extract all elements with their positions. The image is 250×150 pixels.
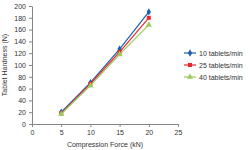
- tick: 180: [14, 15, 32, 22]
- tick-label: 5: [60, 129, 64, 136]
- tick-label: 0: [31, 129, 35, 136]
- tick-label: 0: [22, 121, 26, 128]
- tick-label: 120: [14, 50, 26, 57]
- tick: 40: [18, 97, 32, 104]
- tick-mark: [90, 124, 91, 127]
- tick-label: 100: [14, 62, 26, 69]
- tick-label: 200: [14, 3, 26, 10]
- y-axis-title: Tablet Hardness (N): [1, 34, 9, 96]
- marker: [58, 110, 64, 115]
- marker: [117, 51, 123, 56]
- tick-mark: [29, 77, 32, 78]
- tick: 20: [18, 109, 32, 116]
- legend-label: 10 tablets/min: [199, 50, 243, 57]
- tick-label: 60: [18, 85, 26, 92]
- legend-marker: [188, 63, 192, 67]
- series-line: [61, 18, 149, 114]
- marker: [146, 21, 152, 26]
- marker: [87, 82, 93, 87]
- legend-item: 40 tablets/min: [184, 73, 243, 80]
- x-axis: 0 5 10 15 20 25: [31, 124, 183, 136]
- tick: 10: [87, 124, 95, 136]
- tick-label: 10: [87, 129, 95, 136]
- tick-mark: [29, 30, 32, 31]
- chart: 0 5 10 15 20 25 0 20 40 60 80 100 120 140 160 180 200 Com…: [0, 0, 250, 150]
- tick-label: 20: [145, 129, 153, 136]
- plot: 0 5 10 15 20 25 0 20 40 60 80 100 120 140 160 180 200: [14, 3, 182, 136]
- tick: 15: [116, 124, 124, 136]
- tick: 120: [14, 50, 32, 57]
- legend-marker: [187, 73, 193, 78]
- tick-mark: [29, 65, 32, 66]
- axis-line: [32, 7, 33, 125]
- tick: 5: [60, 124, 64, 136]
- tick: 60: [18, 85, 32, 92]
- tick-mark: [29, 18, 32, 19]
- tick-mark: [29, 124, 32, 125]
- tick-mark: [29, 112, 32, 113]
- marker: [147, 16, 151, 20]
- series-line: [61, 25, 149, 114]
- tick-label: 180: [14, 15, 26, 22]
- tick-mark: [29, 53, 32, 54]
- tick-mark: [29, 41, 32, 42]
- legend-item: 25 tablets/min: [184, 62, 243, 69]
- tick-label: 25: [175, 129, 183, 136]
- legend-marker: [188, 49, 192, 56]
- tick: 200: [14, 3, 32, 10]
- tick-label: 140: [14, 38, 26, 45]
- tick: 0: [31, 124, 35, 136]
- tick-mark: [29, 100, 32, 101]
- tick-mark: [120, 124, 121, 127]
- y-axis: 0 20 40 60 80 100 120 140 160 180 200: [14, 3, 32, 128]
- tick-mark: [149, 124, 150, 127]
- tick: 80: [18, 74, 32, 81]
- legend-label: 25 tablets/min: [199, 62, 243, 69]
- tick-label: 160: [14, 26, 26, 33]
- marker: [88, 79, 92, 86]
- tick-mark: [29, 6, 32, 7]
- legend: 10 tablets/min 25 tablets/min 40 tablets/m…: [184, 49, 243, 80]
- legend-label: 40 tablets/min: [199, 74, 243, 81]
- marker: [147, 8, 151, 15]
- marks: [58, 8, 152, 116]
- legend-item: 10 tablets/min: [184, 49, 243, 56]
- axis-line: [33, 124, 179, 125]
- tick-mark: [178, 124, 179, 127]
- tick-label: 80: [18, 74, 26, 81]
- tick: 160: [14, 26, 32, 33]
- x-axis-title: Compression Force (kN): [67, 141, 143, 149]
- tick: 100: [14, 62, 32, 69]
- tick: 0: [22, 121, 32, 128]
- tick: 25: [175, 124, 183, 136]
- tick-mark: [61, 124, 62, 127]
- tick-label: 20: [18, 109, 26, 116]
- tick: 20: [145, 124, 153, 136]
- series-line: [61, 12, 149, 112]
- tick: 140: [14, 38, 32, 45]
- tick-mark: [29, 89, 32, 90]
- tick-label: 15: [116, 129, 124, 136]
- tick-label: 40: [18, 97, 26, 104]
